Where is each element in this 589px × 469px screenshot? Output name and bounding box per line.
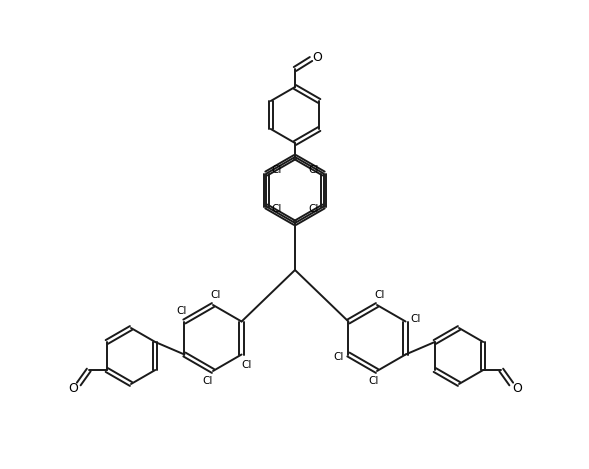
Text: Cl: Cl [309, 165, 319, 174]
Text: Cl: Cl [241, 360, 252, 370]
Text: Cl: Cl [176, 307, 187, 317]
Text: Cl: Cl [203, 376, 213, 386]
Text: Cl: Cl [271, 204, 282, 213]
Text: Cl: Cl [309, 204, 319, 213]
Text: O: O [512, 381, 522, 394]
Text: O: O [312, 51, 322, 63]
Text: Cl: Cl [375, 290, 385, 300]
Text: Cl: Cl [333, 353, 343, 363]
Text: Cl: Cl [211, 290, 221, 300]
Text: Cl: Cl [411, 313, 421, 324]
Text: Cl: Cl [271, 165, 282, 174]
Text: Cl: Cl [369, 376, 379, 386]
Text: O: O [68, 381, 78, 394]
